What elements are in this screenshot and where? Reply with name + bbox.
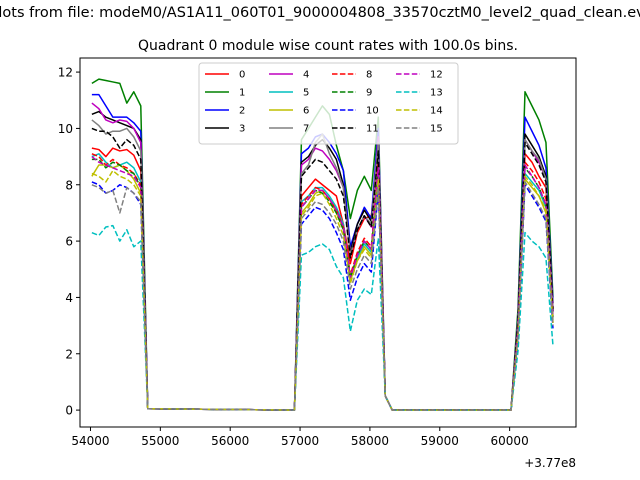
y-axis: 0 2 4 6 8 10 12 xyxy=(58,66,80,418)
series-line-10 xyxy=(91,181,554,411)
series-line-11 xyxy=(91,127,554,411)
x-tick-label: 56000 xyxy=(211,434,249,448)
x-tick-label: 55000 xyxy=(141,434,179,448)
chart-title: Quadrant 0 module wise count rates with … xyxy=(138,38,518,54)
series-layer xyxy=(91,78,554,411)
series-line-12 xyxy=(91,156,554,411)
legend-label-14: 14 xyxy=(430,106,443,117)
legend-frame xyxy=(198,62,459,145)
plot-frame xyxy=(79,57,577,428)
y-tick-label: 12 xyxy=(58,66,73,80)
y-tick-label: 8 xyxy=(65,178,73,192)
x-tick-label: 54000 xyxy=(71,434,109,448)
series-line-9 xyxy=(91,158,554,411)
x-tick-label: 58000 xyxy=(351,434,389,448)
x-tick-label: 60000 xyxy=(491,434,529,448)
series-line-14 xyxy=(91,169,554,411)
legend-label-1: 1 xyxy=(239,88,245,99)
series-line-4 xyxy=(91,102,554,411)
legend-label-11: 11 xyxy=(366,124,379,135)
series-line-13 xyxy=(91,224,554,411)
y-tick-label: 6 xyxy=(65,235,73,249)
plot-area xyxy=(79,57,577,428)
legend-label-10: 10 xyxy=(366,106,379,117)
series-line-6 xyxy=(91,164,554,411)
series-line-7 xyxy=(91,119,554,411)
legend-label-5: 5 xyxy=(303,88,309,99)
y-tick-label: 4 xyxy=(65,291,73,305)
series-line-8 xyxy=(91,153,554,411)
y-tick-label: 0 xyxy=(65,404,73,418)
legend-label-15: 15 xyxy=(430,124,443,135)
legend-label-4: 4 xyxy=(303,70,309,81)
figure-suptitle: Plots from file: modeM0/AS1A11_060T01_90… xyxy=(0,5,640,21)
series-line-5 xyxy=(91,153,554,411)
legend-label-12: 12 xyxy=(430,70,443,81)
legend-label-7: 7 xyxy=(303,124,309,135)
x-offset-label: +3.77e8 xyxy=(524,456,576,470)
legend-label-8: 8 xyxy=(366,70,372,81)
y-tick-label: 10 xyxy=(58,122,73,136)
legend-label-9: 9 xyxy=(366,88,372,99)
series-line-15 xyxy=(91,181,554,411)
x-axis: 54000 55000 56000 57000 58000 59000 60000 xyxy=(71,427,529,448)
legend-label-3: 3 xyxy=(239,124,245,135)
legend-label-2: 2 xyxy=(239,106,245,117)
legend-label-0: 0 xyxy=(239,70,245,81)
y-tick-label: 2 xyxy=(65,347,73,361)
legend-label-13: 13 xyxy=(430,88,443,99)
x-tick-label: 57000 xyxy=(281,434,319,448)
x-tick-label: 59000 xyxy=(421,434,459,448)
series-line-3 xyxy=(91,110,554,411)
legend-label-6: 6 xyxy=(303,106,309,117)
